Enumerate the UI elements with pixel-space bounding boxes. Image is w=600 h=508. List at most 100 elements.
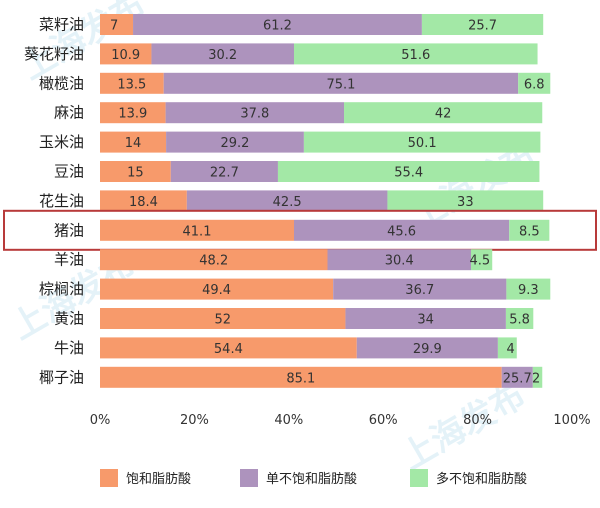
data-label: 45.6 <box>387 224 416 239</box>
data-label: 42 <box>435 107 452 122</box>
bar-segment <box>170 161 278 182</box>
bar-segment <box>151 43 294 65</box>
x-tick-label: 100% <box>553 413 590 428</box>
x-tick-label: 80% <box>463 413 492 428</box>
bar-segment <box>333 278 507 300</box>
category-label: 猪油 <box>54 221 84 239</box>
data-label: 18.4 <box>129 195 158 210</box>
x-axis-ticks: 0% 20% 40% 60% 80% 100% <box>90 413 591 428</box>
bar-segment <box>505 308 534 329</box>
data-label: 14 <box>125 136 142 151</box>
bar-segment <box>277 161 540 182</box>
x-tick-label: 40% <box>274 413 303 428</box>
category-label: 椰子油 <box>39 368 84 386</box>
bar-segment <box>501 366 533 388</box>
data-label: 34 <box>417 313 434 328</box>
category-label: 橄榄油 <box>39 74 84 92</box>
category-label: 葵花籽油 <box>24 45 84 63</box>
data-label: 5.8 <box>509 313 530 328</box>
bars: 7 61.2 25.7 10.9 30.2 51.6 13.5 75.1 6.8 13.9 37.8… <box>3 14 597 388</box>
data-label: 37.8 <box>240 107 269 122</box>
data-label: 52 <box>214 313 231 328</box>
data-label: 13.9 <box>118 107 147 122</box>
bar-segment <box>100 278 334 300</box>
data-label: 61.2 <box>263 19 292 34</box>
data-label: 13.5 <box>117 77 146 92</box>
legend-label: 饱和脂肪酸 <box>126 471 191 487</box>
bar-segment <box>100 131 167 153</box>
data-label: 7 <box>110 19 118 34</box>
data-label: 33 <box>457 195 474 210</box>
bar-segment <box>344 102 543 124</box>
data-label: 51.6 <box>401 48 430 63</box>
bar-segment <box>100 72 164 94</box>
bar-segment <box>133 14 422 35</box>
data-label: 6.8 <box>524 77 545 92</box>
bar-segment <box>497 337 517 359</box>
data-label: 54.4 <box>214 342 243 357</box>
bar-segment <box>100 308 346 329</box>
data-label: 8.5 <box>519 224 540 239</box>
data-label: 10.9 <box>111 48 140 63</box>
data-label: 55.4 <box>394 166 423 181</box>
data-label: 41.1 <box>183 224 212 239</box>
data-label: 15 <box>127 166 144 181</box>
data-label: 75.1 <box>326 77 355 92</box>
bar-segment <box>163 72 519 94</box>
data-label: 49.4 <box>202 283 231 298</box>
category-label: 玉米油 <box>39 133 84 151</box>
bar-segment <box>293 43 538 65</box>
bar-segment <box>470 249 493 271</box>
bar-segment <box>303 131 541 153</box>
bar-segment <box>293 219 510 241</box>
category-label: 花生油 <box>39 192 84 210</box>
category-label: 黄油 <box>54 310 84 328</box>
bar-segment <box>100 161 171 182</box>
data-label: 42.5 <box>273 195 302 210</box>
data-label: 30.4 <box>385 254 414 269</box>
data-label: 36.7 <box>405 283 434 298</box>
category-label: 豆油 <box>54 163 84 181</box>
data-label: 2 <box>532 371 540 386</box>
data-label: 50.1 <box>408 136 437 151</box>
data-label: 22.7 <box>210 166 239 181</box>
data-label: 85.1 <box>286 371 315 386</box>
bar-segment <box>506 278 551 300</box>
bar-segment <box>100 249 328 271</box>
category-label: 麻油 <box>54 104 84 122</box>
data-label: 4 <box>506 342 514 357</box>
legend-label: 单不饱和脂肪酸 <box>266 471 357 487</box>
bar-segment <box>509 219 550 241</box>
bar-segment <box>100 337 357 359</box>
x-tick-label: 20% <box>180 413 209 428</box>
bar-segment <box>387 190 544 212</box>
data-label: 29.9 <box>413 342 442 357</box>
bar-segment <box>327 249 471 271</box>
bar-segment <box>532 366 543 388</box>
bar-segment <box>166 131 304 153</box>
category-label: 棕榈油 <box>39 280 84 298</box>
data-label: 48.2 <box>199 254 228 269</box>
category-label: 羊油 <box>54 251 84 269</box>
x-tick-label: 0% <box>90 413 111 428</box>
legend-swatch <box>410 469 428 487</box>
bar-segment <box>100 366 502 388</box>
bar-segment <box>100 43 152 65</box>
data-label: 25.7 <box>503 371 532 386</box>
bar-segment <box>421 14 544 35</box>
bar-segment <box>165 102 345 124</box>
bar-segment <box>345 308 506 329</box>
legend-swatch <box>240 469 258 487</box>
data-label: 29.2 <box>221 136 250 151</box>
bar-segment <box>100 14 134 35</box>
bar-segment <box>100 102 166 124</box>
data-label: 9.3 <box>518 283 539 298</box>
bar-segment <box>356 337 498 359</box>
data-label: 4.5 <box>470 254 491 269</box>
category-label: 菜籽油 <box>39 16 84 34</box>
legend-label: 多不饱和脂肪酸 <box>436 471 527 487</box>
bar-segment <box>186 190 388 212</box>
bar-segment <box>518 72 551 94</box>
